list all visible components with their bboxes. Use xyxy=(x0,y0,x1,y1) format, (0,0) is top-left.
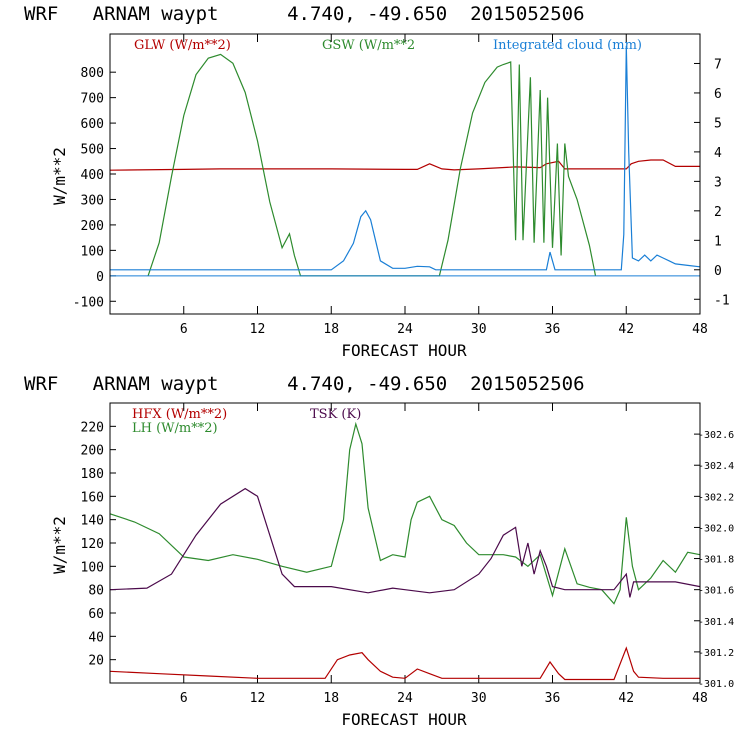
y2-tick-label: -302.0 xyxy=(698,523,734,534)
upper-y-axis-label: W/m**2 xyxy=(50,147,69,205)
x-tick-label: 30 xyxy=(471,691,487,706)
y-tick-label: 40 xyxy=(88,630,104,645)
y2-tick-label: 1 xyxy=(714,234,722,249)
y-tick-label: 500 xyxy=(81,143,104,158)
series-line-0 xyxy=(109,646,700,681)
x-tick-label: 36 xyxy=(545,691,561,706)
y-tick-label: 400 xyxy=(81,168,104,183)
series-line-2 xyxy=(109,487,701,598)
y-tick-label: 120 xyxy=(81,537,104,552)
y2-tick-label: -302.2 xyxy=(698,492,734,503)
y2-tick-label: 6 xyxy=(714,87,722,102)
y-tick-label: 100 xyxy=(81,244,104,259)
y-tick-label: 600 xyxy=(81,117,104,132)
x-tick-label: 42 xyxy=(618,322,634,337)
upper-chart-panel: WRF ARNAM waypt 4.740, -49.650 201505250… xyxy=(24,3,730,360)
y-tick-label: -100 xyxy=(73,295,104,310)
legend-lh: LH (W/m**2) xyxy=(132,421,218,436)
x-tick-label: 48 xyxy=(692,691,708,706)
x-tick-label: 48 xyxy=(692,322,708,337)
upper-x-axis-label: FORECAST HOUR xyxy=(341,341,467,360)
y2-tick-label: 0 xyxy=(714,264,722,279)
x-tick-label: 36 xyxy=(545,322,561,337)
lower-plot-frame xyxy=(109,402,701,684)
y-tick-label: 800 xyxy=(81,66,104,81)
y-tick-label: 300 xyxy=(81,193,104,208)
series-line-2 xyxy=(110,45,701,271)
y-tick-label: 220 xyxy=(81,420,104,435)
y2-tick-label: -301.8 xyxy=(698,555,734,566)
y2-tick-label: 2 xyxy=(714,205,722,220)
y-tick-label: 80 xyxy=(88,584,104,599)
y2-tick-label: 3 xyxy=(714,175,722,190)
x-tick-label: 18 xyxy=(323,322,339,337)
y-tick-label: 160 xyxy=(81,490,104,505)
y-tick-label: 200 xyxy=(81,219,104,234)
lower-chart-title: WRF ARNAM waypt 4.740, -49.650 201505250… xyxy=(24,373,585,395)
x-tick-label: 42 xyxy=(618,691,634,706)
legend-gsw: GSW (W/m**2 xyxy=(322,38,415,53)
lower-y-axis-label: W/m**2 xyxy=(50,516,69,574)
y2-tick-label: -1 xyxy=(714,293,730,308)
y-tick-label: 0 xyxy=(96,270,104,285)
y2-tick-label: -301.4 xyxy=(698,617,734,628)
upper-chart-title: WRF ARNAM waypt 4.740, -49.650 201505250… xyxy=(24,3,585,25)
legend-integrated-cloud: Integrated cloud (mm) xyxy=(493,38,642,53)
y2-tick-label: 5 xyxy=(714,116,722,131)
x-tick-label: 6 xyxy=(180,691,188,706)
x-tick-label: 24 xyxy=(397,691,413,706)
x-tick-label: 24 xyxy=(397,322,413,337)
x-tick-label: 12 xyxy=(250,322,266,337)
x-tick-label: 6 xyxy=(180,322,188,337)
y2-tick-label: -301.0 xyxy=(698,679,734,690)
y2-tick-label: 7 xyxy=(714,57,722,72)
y2-tick-label: -301.2 xyxy=(698,648,734,659)
legend-hfx: HFX (W/m**2) xyxy=(132,407,227,422)
y-tick-label: 140 xyxy=(81,514,104,529)
y-tick-label: 20 xyxy=(88,654,104,669)
y-tick-label: 60 xyxy=(88,607,104,622)
series-line-1 xyxy=(109,421,701,605)
y2-tick-label: -302.4 xyxy=(698,461,734,472)
legend-glw: GLW (W/m**2) xyxy=(134,38,231,53)
upper-plot-frame xyxy=(109,33,701,315)
y-tick-label: 700 xyxy=(81,92,104,107)
y2-tick-label: 4 xyxy=(714,146,722,161)
x-tick-label: 12 xyxy=(250,691,266,706)
legend-tsk: TSK (K) xyxy=(310,407,361,422)
series-line-1 xyxy=(147,53,597,277)
y-tick-label: 180 xyxy=(81,467,104,482)
y-tick-label: 200 xyxy=(81,444,104,459)
y-tick-label: 100 xyxy=(81,560,104,575)
y2-tick-label: -302.6 xyxy=(698,430,734,441)
series-line-0 xyxy=(109,159,700,171)
x-tick-label: 18 xyxy=(323,691,339,706)
y2-tick-label: -301.6 xyxy=(698,586,734,597)
x-tick-label: 30 xyxy=(471,322,487,337)
lower-chart-panel: WRF ARNAM waypt 4.740, -49.650 201505250… xyxy=(24,373,734,729)
lower-x-axis-label: FORECAST HOUR xyxy=(341,710,467,729)
